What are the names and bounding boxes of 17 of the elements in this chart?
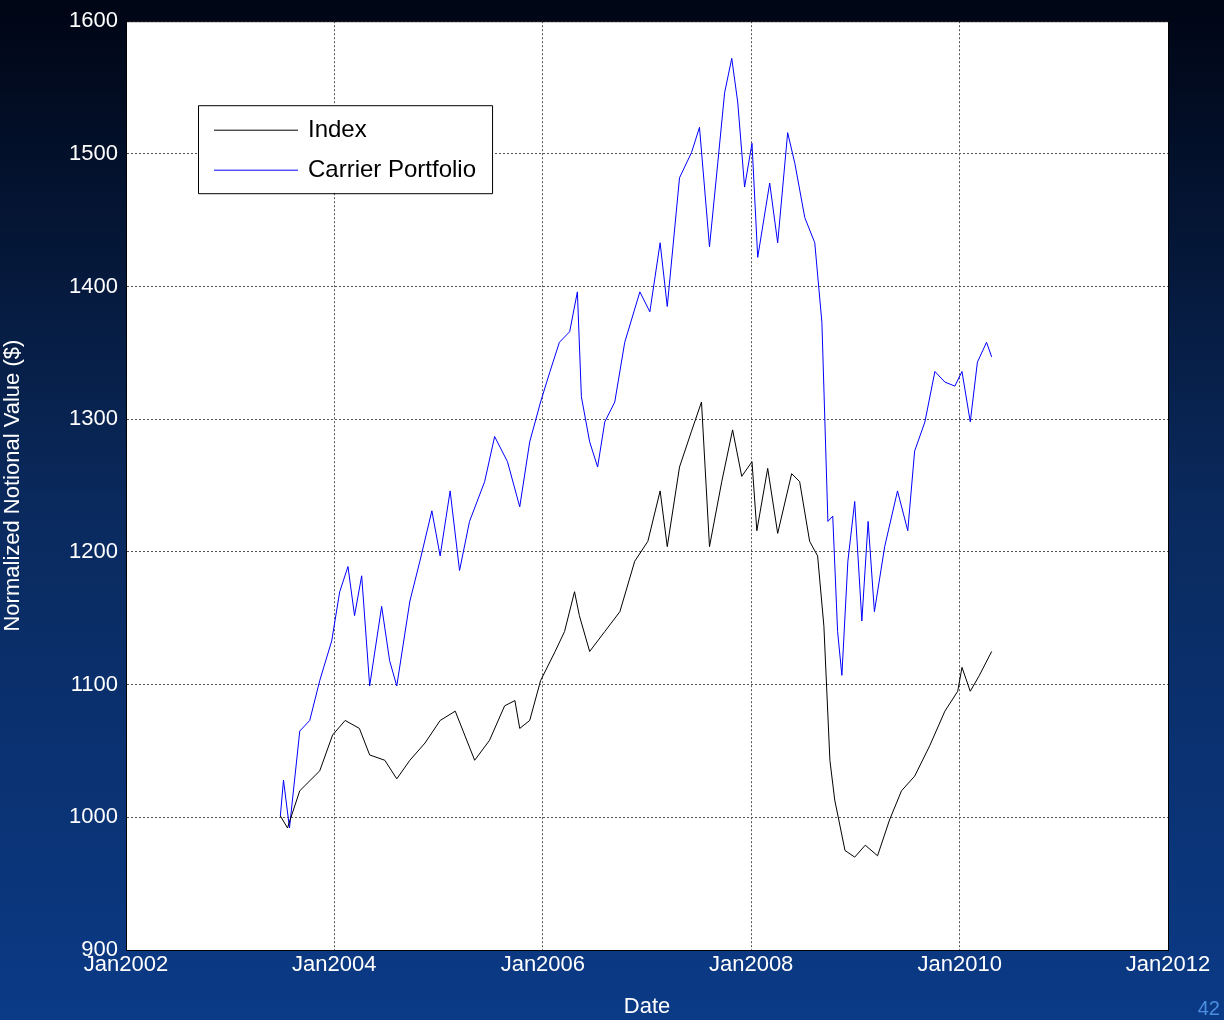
y-tick-label: 1000 [69,803,118,829]
x-axis-title: Date [623,992,671,1018]
legend-label: Index [308,114,367,142]
y-tick-label: 1500 [69,139,118,165]
x-tick-label: Jan2008 [708,951,794,977]
y-tick-label: 1600 [69,7,118,33]
legend-label: Carrier Portfolio [308,154,477,182]
y-tick-label: 1400 [69,272,118,298]
y-tick-label: 1300 [69,405,118,431]
text: 42 [1197,996,1220,1019]
x-tick-label: Jan2012 [1125,951,1211,977]
x-tick-label: Jan2006 [500,951,586,977]
y-tick-label: 1200 [69,538,118,564]
x-tick-label: Jan2004 [292,951,377,977]
y-tick-label: 1100 [70,670,118,696]
y-axis-title: Normalized Notional Value ($) [0,339,25,632]
x-tick-label: Jan2010 [917,951,1002,977]
